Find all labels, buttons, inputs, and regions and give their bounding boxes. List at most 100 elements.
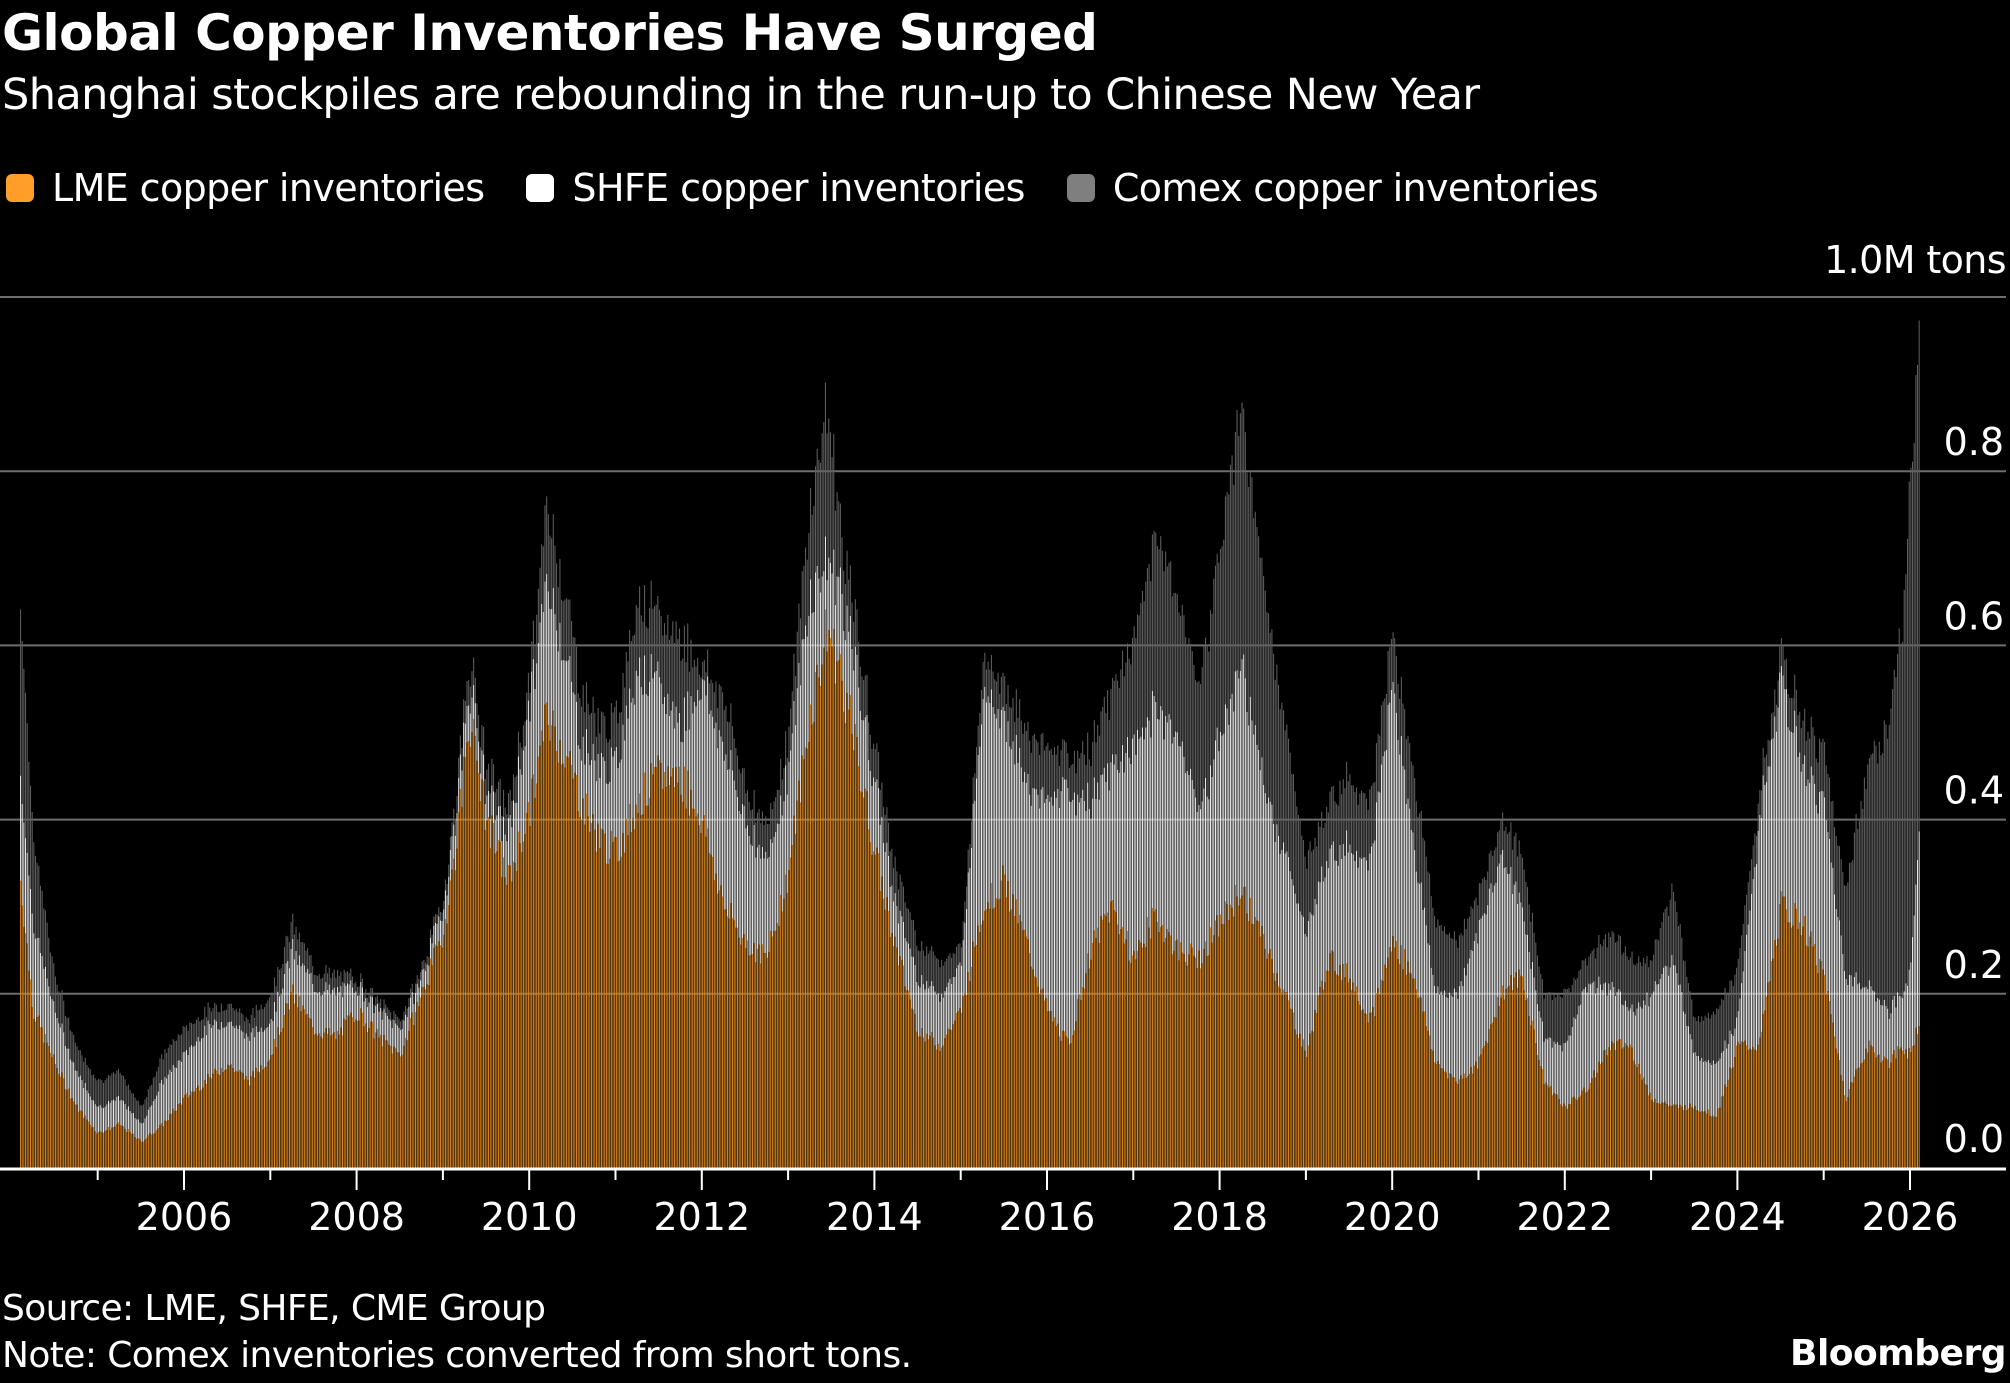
bar-lme xyxy=(1770,961,1772,1168)
bar-shfe xyxy=(722,741,724,897)
bar-shfe xyxy=(892,901,895,947)
bar-lme xyxy=(398,1052,400,1168)
bar-comex xyxy=(1231,455,1233,694)
bar-lme xyxy=(1020,921,1022,1168)
bar-comex xyxy=(68,1017,70,1049)
bar-lme xyxy=(1374,1016,1376,1168)
bar-comex xyxy=(222,1011,224,1028)
bar-comex xyxy=(1005,703,1007,742)
bar-shfe xyxy=(1097,782,1099,928)
bar-comex xyxy=(350,968,352,981)
bar-lme xyxy=(1895,1058,1897,1168)
bar-lme xyxy=(1820,961,1822,1168)
bar-shfe xyxy=(1329,848,1331,954)
bar-lme xyxy=(1697,1110,1699,1168)
bar-lme xyxy=(426,984,428,1168)
bar-lme xyxy=(63,1078,65,1168)
bar-lme xyxy=(1307,1045,1309,1168)
bar-shfe xyxy=(1198,804,1200,951)
bar-lme xyxy=(942,1045,944,1168)
bar-comex xyxy=(874,749,876,782)
bar-comex xyxy=(1772,712,1774,739)
bar-comex xyxy=(1040,734,1042,790)
bar-shfe xyxy=(1155,701,1157,910)
bar-shfe xyxy=(1432,974,1434,1051)
bar-comex xyxy=(936,958,938,995)
bar-lme xyxy=(1248,921,1250,1168)
bar-lme xyxy=(468,741,470,1168)
bar-shfe xyxy=(121,1099,123,1126)
bar-shfe xyxy=(235,1025,237,1071)
bar-comex xyxy=(56,984,58,1018)
bar-shfe xyxy=(1135,754,1137,960)
bar-shfe xyxy=(1784,689,1786,897)
bar-lme xyxy=(1868,1040,1870,1168)
bar-comex xyxy=(1404,709,1406,770)
bar-lme xyxy=(1231,907,1233,1168)
bar-comex xyxy=(1042,732,1044,787)
bar-comex xyxy=(831,457,833,574)
bar-comex xyxy=(71,1031,73,1062)
bar-lme xyxy=(1696,1110,1698,1168)
bar-shfe xyxy=(1389,702,1391,948)
bar-lme xyxy=(1687,1108,1689,1168)
bar-comex xyxy=(1668,915,1670,976)
bar-lme xyxy=(1354,991,1356,1168)
bar-lme xyxy=(781,911,783,1168)
bar-comex xyxy=(1176,594,1178,733)
bar-lme xyxy=(582,798,584,1168)
bar-comex xyxy=(715,681,717,723)
bar-lme xyxy=(1805,945,1807,1168)
bar-lme xyxy=(743,934,745,1168)
bar-comex xyxy=(1754,833,1756,867)
bar-comex xyxy=(1122,650,1124,745)
bar-lme xyxy=(235,1070,237,1168)
bar-lme xyxy=(654,767,656,1168)
bar-lme xyxy=(1493,1016,1495,1168)
bar-lme xyxy=(1214,920,1217,1168)
bar-comex xyxy=(124,1079,126,1104)
bar-lme xyxy=(126,1132,128,1168)
bar-lme xyxy=(267,1061,269,1168)
bar-shfe xyxy=(1183,756,1185,954)
bar-shfe xyxy=(899,910,901,957)
bar-shfe xyxy=(179,1060,181,1104)
bar-shfe xyxy=(1604,982,1607,1050)
bar-comex xyxy=(298,932,300,956)
bar-comex xyxy=(1752,845,1754,880)
bar-shfe xyxy=(1870,986,1872,1046)
bar-lme xyxy=(1462,1078,1464,1168)
bar-lme xyxy=(345,1019,347,1168)
bar-shfe xyxy=(680,741,682,795)
bar-comex xyxy=(1762,747,1764,776)
bar-shfe xyxy=(21,804,23,906)
bar-shfe xyxy=(275,1011,277,1048)
bar-lme xyxy=(1007,881,1009,1168)
bar-shfe xyxy=(1692,1052,1694,1109)
bar-shfe xyxy=(1372,843,1374,1007)
bar-lme xyxy=(1726,1087,1728,1168)
bar-lme xyxy=(990,882,992,1168)
bar-shfe xyxy=(1483,913,1485,1046)
bar-comex xyxy=(1291,773,1293,880)
bar-lme xyxy=(1634,1064,1636,1168)
chart-legend: LME copper inventories SHFE copper inven… xyxy=(6,166,1640,210)
bar-comex xyxy=(1382,701,1384,757)
bar-shfe xyxy=(909,948,911,1000)
bar-comex xyxy=(1895,677,1897,1008)
bar-shfe xyxy=(677,722,679,783)
bar-comex xyxy=(1364,793,1366,858)
bar-shfe xyxy=(1840,935,1842,1075)
bar-lme xyxy=(310,1018,312,1168)
bar-comex xyxy=(1208,651,1210,800)
bar-lme xyxy=(897,965,900,1168)
bar-comex xyxy=(265,1003,267,1028)
bar-lme xyxy=(481,779,483,1168)
bar-shfe xyxy=(622,724,624,834)
bar-comex xyxy=(1838,846,1841,921)
bar-lme xyxy=(776,923,778,1168)
bar-comex xyxy=(1503,830,1505,868)
bar-comex xyxy=(1178,612,1180,746)
bar-shfe xyxy=(1098,799,1100,944)
bar-lme xyxy=(78,1111,80,1168)
